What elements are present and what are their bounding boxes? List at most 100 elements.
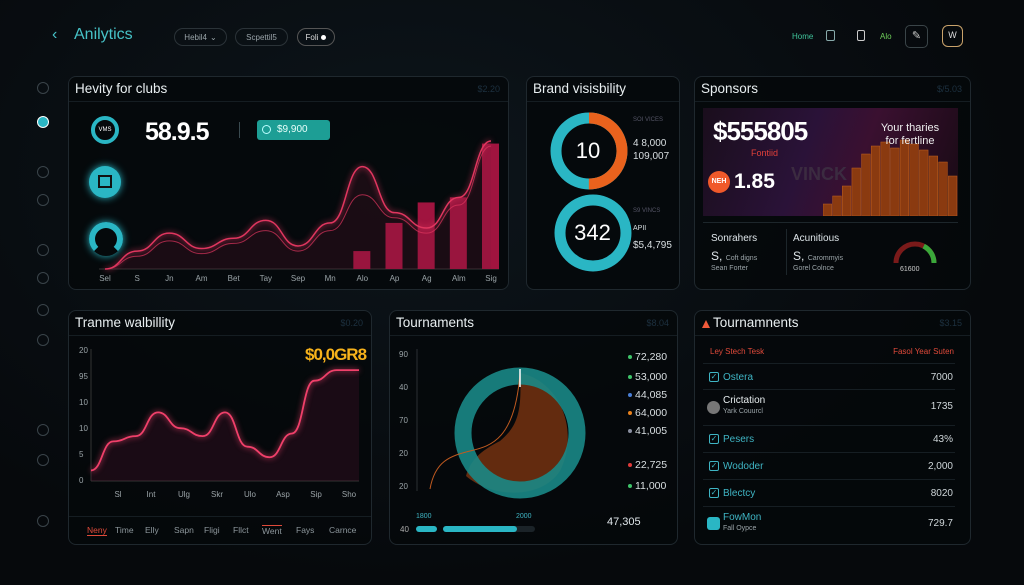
sponsor-bar — [842, 185, 852, 216]
clubs-panel: Hevity for clubs $2.20 VMS 58.9.5 $9,900… — [68, 76, 509, 290]
stat-value: S, Coft digns — [711, 249, 758, 263]
speedometer-icon[interactable] — [37, 116, 49, 128]
tab-elly[interactable]: Elly — [145, 525, 159, 535]
panel-code: $8.04 — [646, 318, 669, 328]
column-header-right[interactable]: Fasol Year Suten — [893, 347, 954, 356]
tab-fligi[interactable]: Fligi — [204, 525, 220, 535]
info-icon[interactable] — [37, 454, 49, 466]
row-value: 729.7 — [927, 518, 953, 529]
target-icon[interactable] — [37, 194, 49, 206]
gear-icon[interactable] — [37, 424, 49, 436]
legend-item: 22,725 — [628, 459, 667, 471]
sponsor-bar — [899, 139, 910, 216]
y-tick-label: 5 — [79, 450, 84, 459]
legend-item: 64,000 — [628, 407, 667, 419]
tab-neny[interactable]: Neny — [87, 525, 107, 536]
image-icon[interactable] — [37, 244, 49, 256]
x-tick-label: Sho — [342, 490, 357, 499]
sponsor-bar — [948, 175, 958, 216]
series-line — [90, 369, 359, 472]
hero-side-text: Your tharies for fertline — [880, 122, 940, 147]
column-header-left[interactable]: Ley Stech Tesk — [710, 347, 765, 356]
sponsor-bar — [823, 203, 832, 216]
donut-fill — [466, 373, 568, 493]
x-tick-label: Sl — [114, 490, 121, 499]
legend-item: 44,085 — [628, 389, 667, 401]
x-tick-label: Skr — [211, 490, 223, 499]
filter-pill-2[interactable]: Scpettil5 — [235, 28, 288, 46]
sponsor-bar — [870, 145, 881, 216]
sponsor-banner[interactable]: VINCK $555805 Fontiid Your tharies for f… — [703, 108, 958, 216]
tournaments-table-panel: Tournamnents $3.15 — [694, 310, 971, 545]
phone-icon[interactable] — [37, 166, 49, 178]
panel-title: Tranme walbillity — [75, 315, 176, 330]
x-tick-label: Sip — [310, 490, 322, 499]
x-tick-label: Ulo — [244, 490, 257, 499]
clipboard-icon[interactable] — [857, 30, 865, 41]
pill-label: Hebil4 — [184, 32, 207, 42]
gauge-value: 61600 — [900, 266, 920, 273]
bag-icon[interactable] — [37, 334, 49, 346]
tab-carnce[interactable]: Carnce — [329, 525, 357, 535]
x-tick-label: Am — [196, 274, 208, 283]
y-tick-label: 40 — [399, 383, 408, 392]
row-value: 2,000 — [927, 461, 953, 472]
edit-button[interactable]: ✎ — [905, 25, 928, 48]
link-icon[interactable] — [37, 304, 49, 316]
filter-pill-3[interactable]: Foli — [297, 28, 335, 46]
badge-label: $9,900 — [277, 124, 308, 135]
table-row[interactable]: ✓ Wododer 2,000 — [703, 452, 955, 479]
filter-pill-1[interactable]: Hebil4 ⌄ — [174, 28, 227, 46]
sponsor-bar — [890, 147, 900, 216]
legend-item: 11,000 — [628, 480, 666, 492]
stat-sub: Sean Forter — [711, 265, 748, 272]
y-tick-label: 70 — [399, 416, 408, 425]
stat-sub: Gorel Colnce — [793, 265, 834, 272]
series-line-b — [104, 145, 492, 270]
area — [91, 370, 359, 481]
table-row[interactable]: ✓ Blectcy 8020 — [703, 479, 955, 506]
donut-caption: SOI VICES — [633, 117, 664, 123]
value-badge[interactable]: $9,900 — [257, 120, 330, 140]
row-sub: Fall Oypce — [723, 525, 757, 532]
checkbox-icon: ✓ — [709, 488, 719, 498]
total-value: 47,305 — [607, 516, 641, 528]
tab-fays[interactable]: Fays — [296, 525, 315, 535]
lock-icon[interactable] — [37, 515, 49, 527]
tab-sapn[interactable]: Sapn — [174, 525, 194, 535]
user-avatar[interactable]: W — [942, 25, 963, 47]
x-tick-label: Bet — [228, 274, 241, 283]
back-button[interactable]: ‹ — [52, 26, 58, 43]
table-row[interactable]: Crictation Yark Couurcl 1735 — [703, 389, 955, 425]
checkbox-icon: ✓ — [709, 461, 719, 471]
brand-panel: Brand visisbility 10 SOI VICES 4 8,000 1… — [526, 76, 680, 290]
nav-alo[interactable]: Alo — [880, 32, 892, 41]
sponsor-bar — [880, 141, 890, 216]
nav-home[interactable]: Home — [792, 32, 814, 41]
x-tick-label: Sep — [291, 274, 306, 283]
tab-time[interactable]: Time — [115, 525, 134, 535]
table-row[interactable]: FowMon Fall Oypce 729.7 — [703, 506, 955, 542]
row-value: 43% — [932, 434, 953, 445]
panel-code: $/5.03 — [936, 84, 962, 94]
progress-bar-a — [416, 526, 437, 532]
copy-icon[interactable] — [826, 30, 835, 41]
document-icon — [707, 517, 720, 530]
chart-icon[interactable] — [37, 272, 49, 284]
x-tick-label: Tay — [260, 274, 272, 283]
table-row[interactable]: ✓ Pesers 43% — [703, 425, 955, 452]
donut-center-value: 10 — [575, 138, 601, 163]
sponsors-panel: Sponsors $/5.03 VINCK $555805 Fontiid Yo… — [694, 76, 971, 290]
y-tick-label: 0 — [79, 476, 84, 485]
x-tick-label: Alm — [452, 274, 466, 283]
clock-icon[interactable] — [37, 82, 49, 94]
y-tick-label: 90 — [399, 350, 408, 359]
table-row[interactable]: ✓ Ostera 7000 — [703, 363, 955, 390]
tab-fllct[interactable]: Fllct — [233, 525, 249, 535]
donut-caption: S9 VINCS — [633, 208, 661, 214]
donut-segment — [550, 112, 628, 190]
tab-went[interactable]: Went — [262, 525, 282, 536]
sponsor-bar — [909, 143, 919, 216]
hero-value: $555805 — [713, 116, 808, 146]
x-tick-label: Alo — [357, 274, 369, 283]
